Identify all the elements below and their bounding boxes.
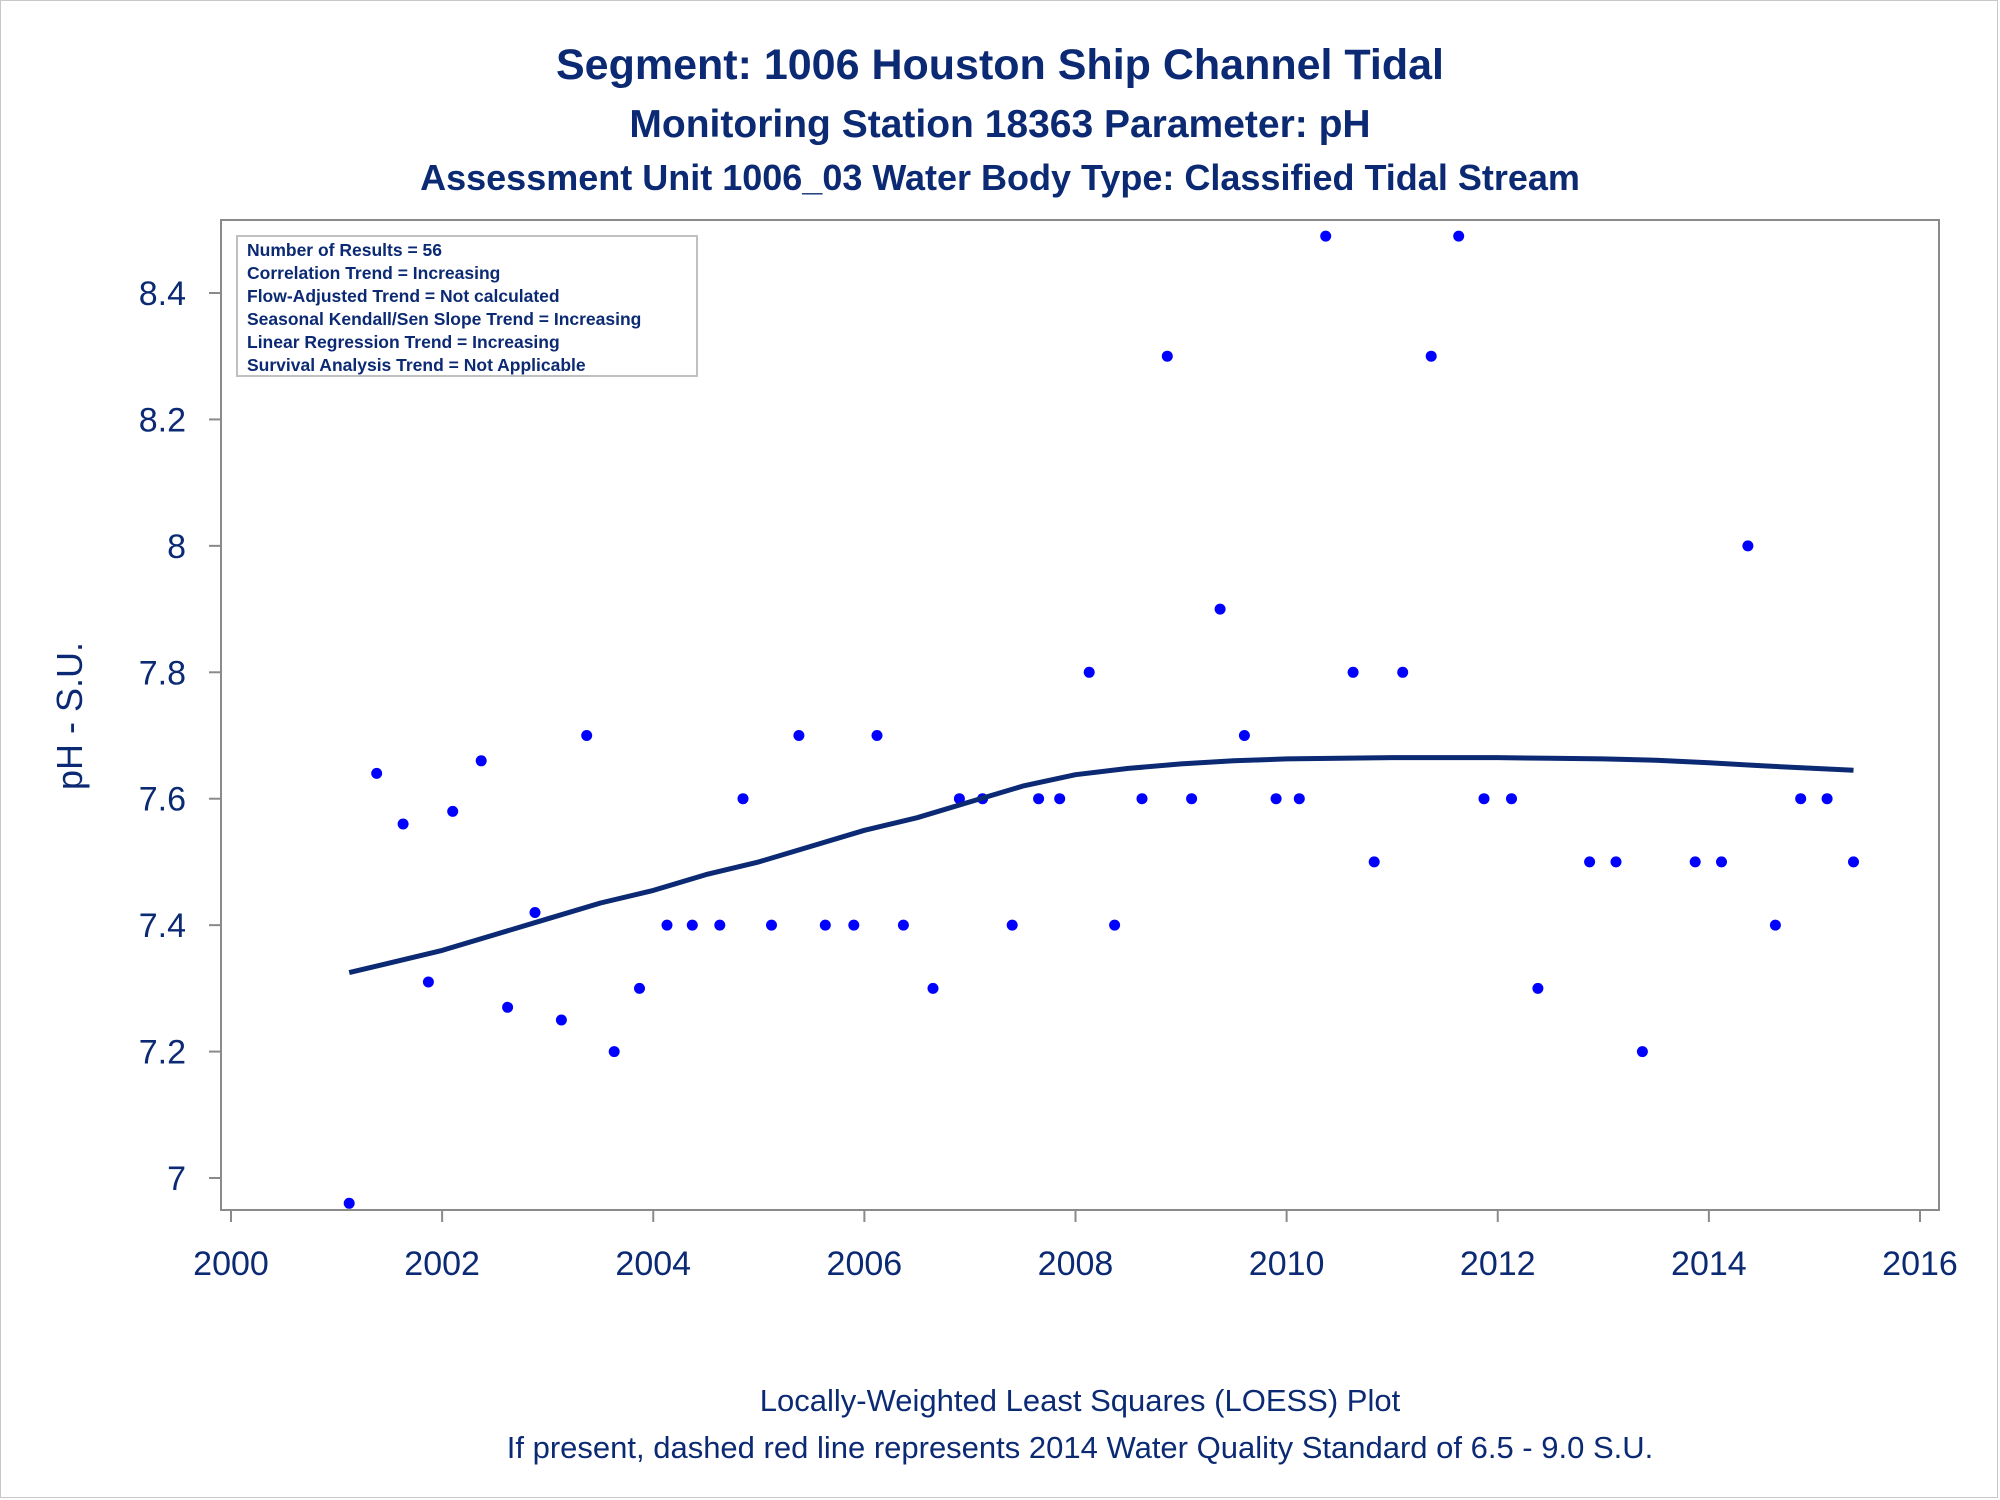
data-point xyxy=(422,976,434,988)
data-point xyxy=(1054,793,1066,805)
data-point xyxy=(1033,793,1045,805)
stats-box: Number of Results = 56 Correlation Trend… xyxy=(236,235,698,377)
data-point xyxy=(1453,230,1465,242)
data-point xyxy=(1161,350,1173,362)
data-point xyxy=(371,767,383,779)
data-point xyxy=(661,919,673,931)
data-point xyxy=(1506,793,1517,805)
data-point xyxy=(1136,793,1148,805)
y-axis: 7 7.2 7.4 7.6 7.8 8 8.2 8.4 xyxy=(139,275,221,1198)
data-point xyxy=(581,730,593,741)
chart-subtitle-2: Assessment Unit 1006_03 Water Body Type:… xyxy=(420,157,1580,198)
data-point xyxy=(343,1197,355,1209)
data-point xyxy=(1478,793,1490,805)
data-point xyxy=(737,793,749,805)
data-point xyxy=(475,755,487,767)
data-point xyxy=(1821,793,1833,805)
data-point xyxy=(1397,666,1409,678)
x-tick-label: 2012 xyxy=(1460,1245,1536,1283)
data-point xyxy=(529,907,541,918)
data-point xyxy=(1320,230,1332,242)
data-point xyxy=(897,919,909,931)
data-point xyxy=(1214,603,1226,615)
y-tick-label: 8.2 xyxy=(139,401,186,439)
data-point xyxy=(1368,856,1380,868)
data-point xyxy=(927,982,939,994)
data-point xyxy=(397,818,409,830)
data-point xyxy=(608,1046,620,1058)
x-tick-label: 2006 xyxy=(827,1245,903,1283)
stats-box-border xyxy=(236,235,698,377)
loess-line xyxy=(348,755,1854,976)
data-point xyxy=(1270,793,1282,805)
data-point xyxy=(1848,856,1859,868)
data-point xyxy=(1293,793,1305,805)
x-tick-label: 2014 xyxy=(1671,1245,1747,1283)
data-marks xyxy=(343,230,1859,1209)
data-point xyxy=(1006,919,1018,931)
x-tick-label: 2000 xyxy=(193,1245,269,1283)
data-point xyxy=(766,919,777,931)
data-point xyxy=(1109,919,1121,931)
x-tick-label: 2002 xyxy=(404,1245,480,1283)
chart-subtitle: Monitoring Station 18363 Parameter: pH xyxy=(629,103,1370,146)
data-point xyxy=(714,919,726,931)
stat-line: Number of Results = 56 xyxy=(247,240,442,260)
x-tick-label: 2016 xyxy=(1882,1245,1958,1283)
x-tick-label: 2004 xyxy=(615,1245,691,1283)
data-point xyxy=(1425,350,1437,362)
stat-line: Survival Analysis Trend = Not Applicable xyxy=(247,355,586,375)
data-point xyxy=(1716,856,1727,868)
stat-line: Correlation Trend = Increasing xyxy=(247,263,500,283)
plot-area xyxy=(220,219,1940,1211)
y-tick-label: 7.2 xyxy=(139,1034,186,1072)
data-point xyxy=(1584,856,1596,868)
stat-line: Seasonal Kendall/Sen Slope Trend = Incre… xyxy=(247,309,641,329)
stat-line: Flow-Adjusted Trend = Not calculated xyxy=(247,286,560,306)
chart-title: Segment: 1006 Houston Ship Channel Tidal xyxy=(556,41,1444,89)
data-point xyxy=(686,919,698,931)
y-tick-label: 7.6 xyxy=(139,781,186,819)
y-axis-label: pH - S.U. xyxy=(49,642,90,790)
data-point xyxy=(1186,793,1198,805)
y-tick-label: 8.4 xyxy=(139,275,186,313)
data-point xyxy=(1795,793,1807,805)
data-point xyxy=(634,982,645,994)
data-point xyxy=(1742,540,1754,552)
x-tick-label: 2008 xyxy=(1038,1245,1114,1283)
y-tick-label: 7.4 xyxy=(139,907,186,945)
y-tick-label: 8 xyxy=(167,528,186,566)
x-tick-label: 2010 xyxy=(1249,1245,1325,1283)
data-point xyxy=(555,1014,567,1026)
footnote-1: Locally-Weighted Least Squares (LOESS) P… xyxy=(760,1383,1401,1418)
data-point xyxy=(819,919,831,931)
data-point xyxy=(1347,666,1359,678)
data-point xyxy=(1769,919,1781,931)
y-tick-label: 7 xyxy=(167,1160,186,1198)
data-point xyxy=(447,805,459,817)
stat-line: Linear Regression Trend = Increasing xyxy=(247,332,560,352)
y-tick-label: 7.8 xyxy=(139,654,186,692)
data-point xyxy=(1083,666,1095,678)
data-point xyxy=(1636,1046,1648,1058)
data-point xyxy=(1610,856,1622,868)
data-point xyxy=(793,730,805,741)
data-point xyxy=(1689,856,1701,868)
data-point xyxy=(502,1001,514,1013)
x-axis: 2000 2002 2004 2006 2008 2010 2012 2014 2016 xyxy=(193,1210,1958,1283)
data-point xyxy=(953,793,965,805)
data-point xyxy=(871,730,883,741)
data-point xyxy=(848,919,860,931)
footnote-2: If present, dashed red line represents 2… xyxy=(507,1430,1654,1465)
data-point xyxy=(1238,730,1250,741)
data-point xyxy=(1532,982,1544,994)
